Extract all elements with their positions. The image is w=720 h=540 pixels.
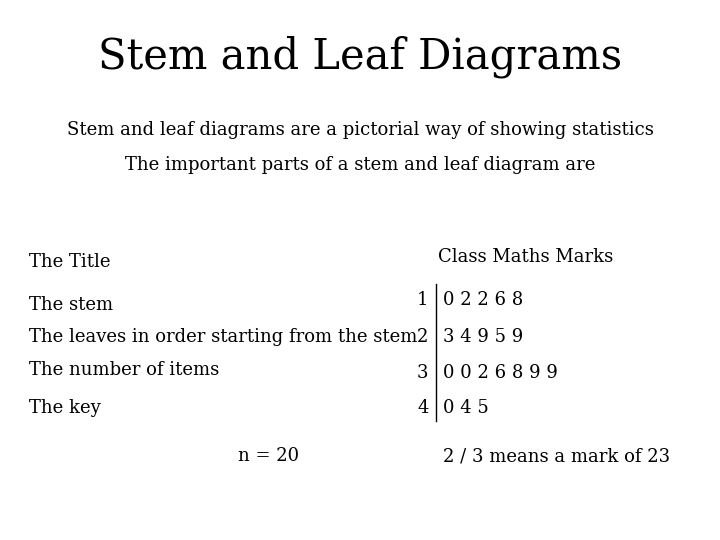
Text: 2 / 3 means a mark of 23: 2 / 3 means a mark of 23 [443, 447, 670, 465]
Text: 4: 4 [417, 399, 428, 417]
Text: The Title: The Title [29, 253, 110, 271]
Text: Stem and Leaf Diagrams: Stem and Leaf Diagrams [98, 36, 622, 78]
Text: 1: 1 [417, 291, 428, 309]
Text: 3 4 9 5 9: 3 4 9 5 9 [443, 328, 523, 347]
Text: 2: 2 [417, 328, 428, 347]
Text: Class Maths Marks: Class Maths Marks [438, 247, 613, 266]
Text: The important parts of a stem and leaf diagram are: The important parts of a stem and leaf d… [125, 156, 595, 174]
Text: 3: 3 [417, 363, 428, 382]
Text: 0 2 2 6 8: 0 2 2 6 8 [443, 291, 523, 309]
Text: n = 20: n = 20 [238, 447, 299, 465]
Text: 0 4 5: 0 4 5 [443, 399, 489, 417]
Text: The leaves in order starting from the stem: The leaves in order starting from the st… [29, 328, 417, 347]
Text: The key: The key [29, 399, 101, 417]
Text: The stem: The stem [29, 296, 113, 314]
Text: The number of items: The number of items [29, 361, 219, 379]
Text: 0 0 2 6 8 9 9: 0 0 2 6 8 9 9 [443, 363, 558, 382]
Text: Stem and leaf diagrams are a pictorial way of showing statistics: Stem and leaf diagrams are a pictorial w… [66, 120, 654, 139]
